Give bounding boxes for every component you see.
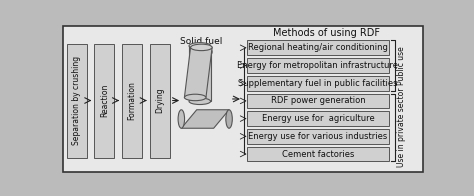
- Text: RDF power generation: RDF power generation: [271, 96, 365, 105]
- Ellipse shape: [178, 110, 184, 128]
- Text: Regional heating/air conditioning: Regional heating/air conditioning: [248, 43, 388, 52]
- FancyBboxPatch shape: [247, 129, 389, 144]
- Text: Solid fuel
(RDF): Solid fuel (RDF): [180, 37, 222, 57]
- Ellipse shape: [184, 94, 206, 101]
- FancyBboxPatch shape: [247, 58, 389, 73]
- Ellipse shape: [189, 43, 210, 49]
- FancyBboxPatch shape: [150, 44, 170, 158]
- Ellipse shape: [191, 44, 212, 51]
- FancyBboxPatch shape: [66, 44, 87, 158]
- FancyBboxPatch shape: [189, 46, 210, 101]
- Ellipse shape: [226, 110, 232, 128]
- Polygon shape: [182, 110, 229, 128]
- Text: Drying: Drying: [155, 88, 164, 113]
- Polygon shape: [184, 47, 212, 97]
- FancyBboxPatch shape: [122, 44, 142, 158]
- Text: Public use: Public use: [397, 46, 406, 85]
- FancyBboxPatch shape: [247, 76, 389, 91]
- Text: Use in private sector: Use in private sector: [397, 88, 406, 167]
- FancyBboxPatch shape: [94, 44, 114, 158]
- FancyBboxPatch shape: [247, 40, 389, 55]
- Text: Energy use for  agriculture: Energy use for agriculture: [262, 114, 374, 123]
- Text: Formation: Formation: [128, 81, 137, 120]
- Text: Energy use for various industries: Energy use for various industries: [248, 132, 388, 141]
- FancyBboxPatch shape: [63, 26, 423, 172]
- Text: Cement factories: Cement factories: [282, 150, 354, 159]
- Text: Methods of using RDF: Methods of using RDF: [273, 28, 380, 38]
- FancyBboxPatch shape: [247, 147, 389, 161]
- Text: Reaction: Reaction: [100, 84, 109, 117]
- FancyBboxPatch shape: [247, 94, 389, 108]
- Text: Separation by crushing: Separation by crushing: [72, 56, 81, 145]
- Text: Energy for metropolitan infrastructure: Energy for metropolitan infrastructure: [237, 61, 399, 70]
- Text: Supplementary fuel in public facilities: Supplementary fuel in public facilities: [238, 79, 398, 88]
- Ellipse shape: [189, 98, 210, 104]
- FancyBboxPatch shape: [247, 111, 389, 126]
